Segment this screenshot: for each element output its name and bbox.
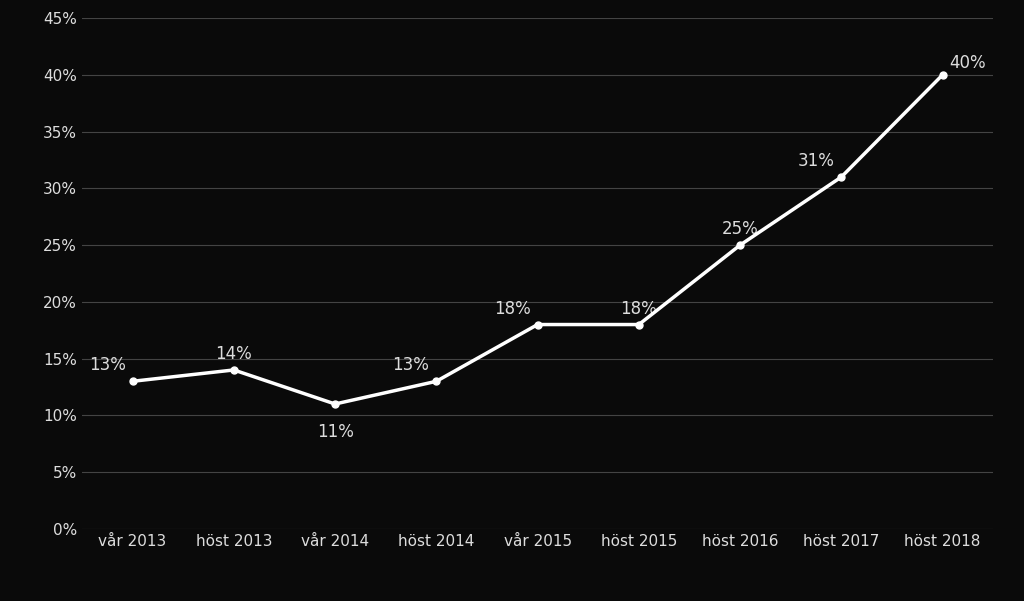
Text: 13%: 13%	[89, 356, 126, 374]
Text: 25%: 25%	[722, 220, 759, 238]
Text: 14%: 14%	[215, 345, 252, 363]
Text: 18%: 18%	[494, 299, 530, 317]
Text: 18%: 18%	[621, 299, 657, 317]
Text: 31%: 31%	[798, 152, 835, 170]
Text: 13%: 13%	[392, 356, 429, 374]
Text: 11%: 11%	[316, 424, 353, 442]
Text: 40%: 40%	[949, 54, 986, 72]
